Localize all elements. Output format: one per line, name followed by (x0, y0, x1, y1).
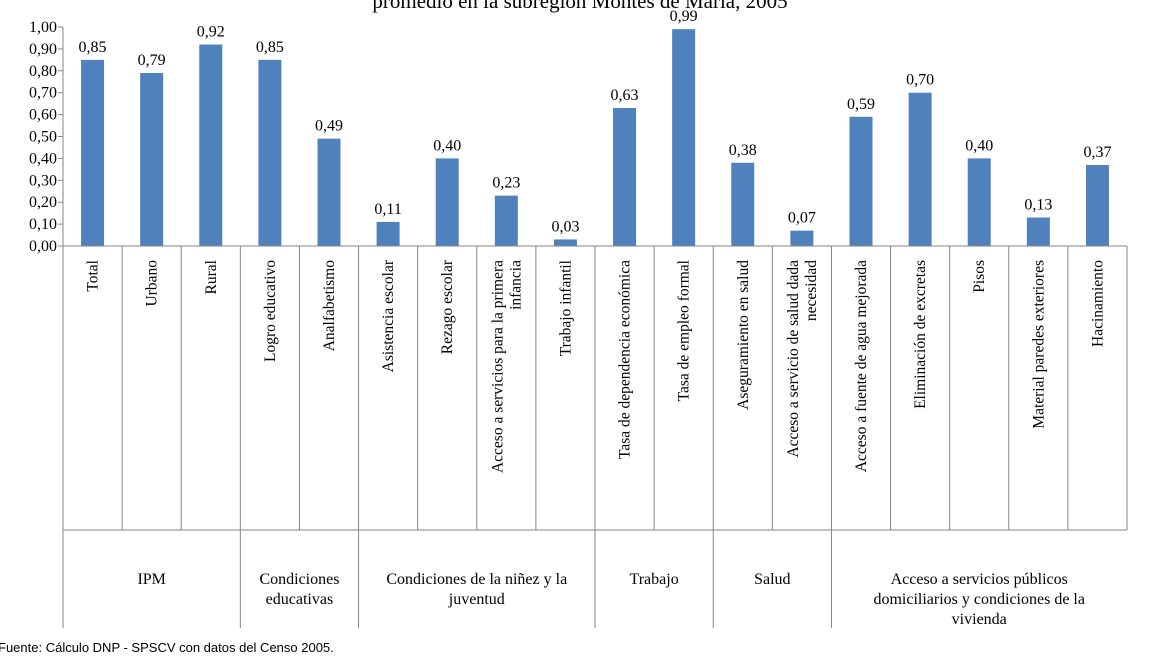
group-label: Condiciones (259, 571, 339, 588)
chart-title: promedio en la subregión Montes de María… (372, 0, 787, 13)
y-tick-label: 0,00 (29, 238, 57, 255)
bar (199, 44, 223, 246)
group-label: IPM (137, 571, 165, 588)
category-label: Urbano (144, 260, 161, 307)
data-label: 0,03 (551, 218, 579, 235)
y-tick-label: 0,30 (29, 172, 57, 189)
category-label: Acceso a servicios para la primera (489, 260, 506, 473)
data-label: 0,85 (79, 39, 107, 56)
category-label: necesidad (803, 260, 820, 321)
category-label: Analfabetismo (321, 260, 338, 352)
y-tick-label: 0,80 (29, 63, 57, 80)
data-label: 0,38 (729, 142, 757, 159)
category-label: Tasa de dependencia económica (617, 260, 634, 459)
data-label: 0,49 (315, 118, 343, 135)
category-label: Acceso a servicio de salud dada (785, 260, 802, 458)
bar (435, 158, 459, 246)
bar (1026, 217, 1050, 246)
group-label: Trabajo (630, 571, 679, 588)
bar (376, 221, 400, 246)
bars (81, 29, 1109, 247)
bar (1085, 164, 1109, 246)
data-label: 0,85 (256, 39, 284, 56)
y-tick-label: 0,40 (29, 150, 57, 167)
category-label: Rezago escolar (439, 259, 456, 354)
bar (967, 158, 991, 246)
bar (613, 108, 637, 246)
bar (908, 92, 932, 246)
category-label: Trabajo infantil (557, 260, 574, 356)
data-label: 0,07 (788, 210, 816, 227)
group-label: Condiciones de la niñez y la (386, 571, 567, 588)
category-label: Eliminación de excretas (912, 260, 929, 409)
category-table: IPM Condiciones educativas Condiciones de l… (62, 245, 1128, 628)
data-label: 0,37 (1083, 144, 1111, 161)
data-label: 0,63 (611, 87, 639, 104)
data-label: 0,40 (965, 137, 993, 154)
bar (731, 162, 755, 246)
category-label: Hacinamiento (1089, 260, 1106, 347)
group-label: domiciliarios y condiciones de la (873, 591, 1085, 608)
data-label: 0,99 (670, 8, 698, 25)
category-label: infancia (507, 260, 524, 310)
bar (672, 29, 696, 246)
source-note: Fuente: Cálculo DNP - SPSCV con datos de… (0, 640, 334, 655)
y-tick-label: 0,70 (29, 85, 57, 102)
category-label: Rural (203, 260, 220, 294)
bar (849, 116, 873, 246)
category-label: Logro educativo (262, 260, 279, 362)
category-label: Total (85, 260, 102, 292)
group-label: Acceso a servicios públicos (891, 571, 1068, 588)
data-label: 0,92 (197, 24, 225, 41)
data-label: 0,79 (138, 52, 166, 69)
y-tick-label: 1,00 (29, 19, 57, 36)
bar (140, 72, 164, 247)
y-tick-label: 0,20 (29, 194, 57, 211)
bar (317, 138, 341, 246)
bar (494, 195, 518, 246)
y-tick-label: 0,50 (29, 129, 57, 146)
data-label: 0,70 (906, 72, 934, 89)
category-label: Tasa de empleo formal (676, 260, 693, 401)
y-tick-label: 0,10 (29, 216, 57, 233)
data-label: 0,11 (374, 201, 401, 218)
data-labels: 0,85 0,79 0,92 0,85 0,49 0,11 0,40 0,23 0,03 0,63… (79, 8, 1112, 235)
data-label: 0,13 (1024, 197, 1052, 214)
y-tick-label: 0,60 (29, 107, 57, 124)
data-label: 0,23 (492, 175, 520, 192)
bar (553, 239, 577, 246)
bar (81, 59, 105, 246)
category-label: Material paredes exteriores (1030, 260, 1047, 429)
y-tick-label: 0,90 (29, 41, 57, 58)
group-label: Salud (754, 571, 790, 588)
bar (790, 230, 814, 246)
data-label: 0,59 (847, 96, 875, 113)
category-label: Acceso a fuente de agua mejorada (853, 260, 870, 472)
category-label: Aseguramiento en salud (735, 260, 752, 410)
group-label: juventud (448, 591, 505, 608)
group-label: vivienda (952, 611, 1007, 628)
group-label: educativas (266, 591, 334, 608)
y-axis: 0,00 0,10 0,20 0,30 0,40 0,50 0,60 0,70 0,80 0,90… (29, 19, 64, 255)
category-label: Pisos (971, 260, 988, 293)
data-label: 0,40 (433, 137, 461, 154)
bar (258, 59, 282, 246)
category-label: Asistencia escolar (380, 259, 397, 372)
